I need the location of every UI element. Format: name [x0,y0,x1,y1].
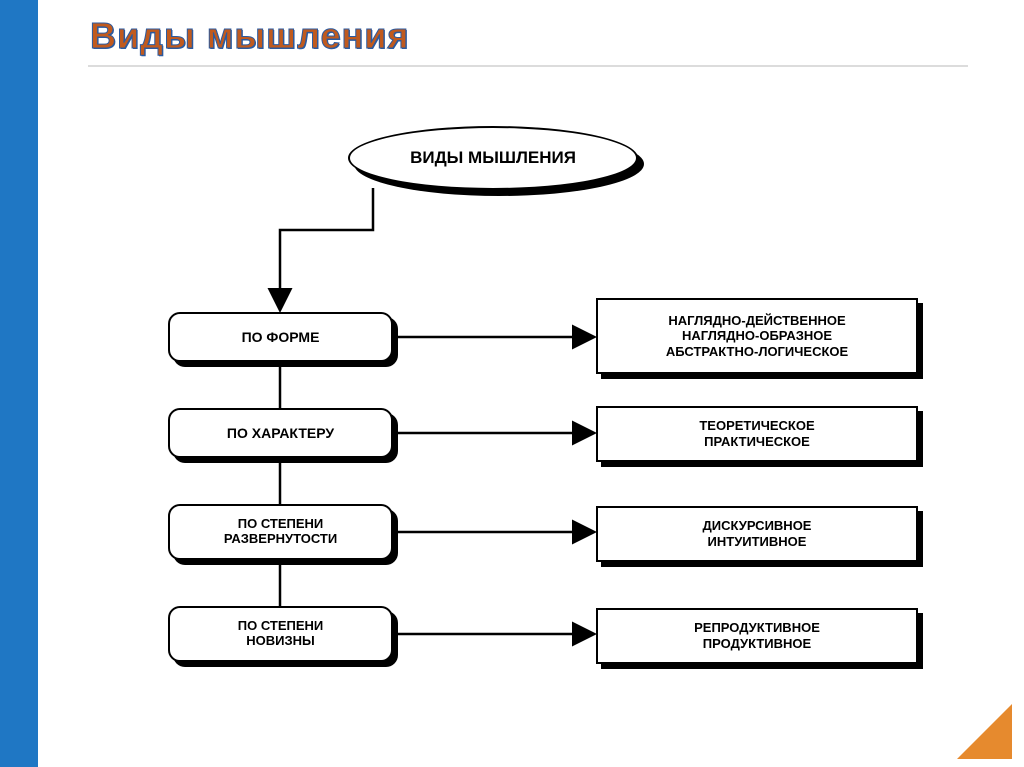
corner-accent [957,704,1012,759]
diagram-canvas: ВИДЫ МЫШЛЕНИЯ ПО ФОРМЕ ПО ХАРАКТЕРУ ПО С… [88,90,968,710]
category-label: ПО СТЕПЕНИ НОВИЗНЫ [238,619,324,649]
detail-label: НАГЛЯДНО-ДЕЙСТВЕННОЕ НАГЛЯДНО-ОБРАЗНОЕ А… [666,313,848,360]
category-label: ПО ХАРАКТЕРУ [227,425,334,441]
category-box-3: ПО СТЕПЕНИ НОВИЗНЫ [168,606,393,662]
category-box-1: ПО ХАРАКТЕРУ [168,408,393,458]
category-box-2: ПО СТЕПЕНИ РАЗВЕРНУТОСТИ [168,504,393,560]
detail-box-0: НАГЛЯДНО-ДЕЙСТВЕННОЕ НАГЛЯДНО-ОБРАЗНОЕ А… [596,298,918,374]
root-node: ВИДЫ МЫШЛЕНИЯ [348,126,638,190]
detail-label: ТЕОРЕТИЧЕСКОЕ ПРАКТИЧЕСКОЕ [699,418,814,449]
detail-label: ДИСКУРСИВНОЕ ИНТУИТИВНОЕ [703,518,812,549]
root-label: ВИДЫ МЫШЛЕНИЯ [410,148,576,168]
slide-sidebar [0,0,38,767]
category-label: ПО СТЕПЕНИ РАЗВЕРНУТОСТИ [224,517,337,547]
title-text: Виды мышления [90,15,409,56]
detail-box-3: РЕПРОДУКТИВНОЕ ПРОДУКТИВНОЕ [596,608,918,664]
detail-box-2: ДИСКУРСИВНОЕ ИНТУИТИВНОЕ [596,506,918,562]
title-underline [88,65,968,67]
detail-box-1: ТЕОРЕТИЧЕСКОЕ ПРАКТИЧЕСКОЕ [596,406,918,462]
category-box-0: ПО ФОРМЕ [168,312,393,362]
page-title: Виды мышления [90,15,409,57]
category-label: ПО ФОРМЕ [242,329,320,345]
detail-label: РЕПРОДУКТИВНОЕ ПРОДУКТИВНОЕ [694,620,820,651]
